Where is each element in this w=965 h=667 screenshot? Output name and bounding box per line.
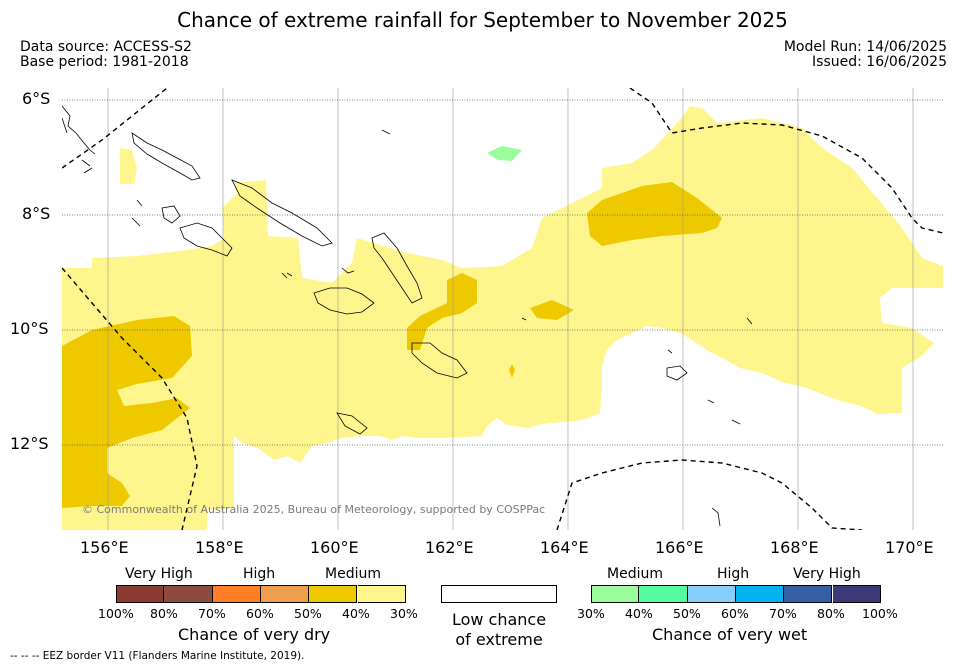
dry-gold-dot [509, 364, 515, 378]
lat-label-8s: 8°S [22, 204, 51, 223]
model-run: Model Run: 14/06/2025 [783, 39, 947, 55]
malaita-coast [371, 232, 423, 304]
rainfall-map: © Commonwealth of Australia 2025, Bureau… [62, 88, 943, 530]
low-chance-swatch [441, 585, 557, 603]
lon-label-164e: 164°E [540, 538, 589, 557]
wet-tick-30: 30% [577, 606, 605, 621]
dry-gold-region-mid [530, 300, 574, 320]
lat-label-6s: 6°S [22, 89, 51, 108]
copyright-notice: © Commonwealth of Australia 2025, Bureau… [82, 503, 546, 516]
wet-medium-area [487, 146, 522, 161]
dry-tick-50: 50% [294, 606, 322, 621]
bougainville-coast [62, 105, 96, 174]
grid-lines [107, 88, 914, 530]
dry-tick-30: 30% [390, 606, 418, 621]
small-islands [281, 129, 753, 527]
dry-swatch-4 [260, 585, 310, 603]
new-georgia-coast [131, 199, 233, 257]
dry-gold-region-east [587, 182, 722, 246]
low-chance-title-line2: of extreme [455, 630, 543, 649]
lon-label-170e: 170°E [885, 538, 934, 557]
choiseul-coast [131, 132, 201, 181]
dry-medium-high-areas [62, 182, 722, 508]
wet-swatch-2 [639, 585, 688, 603]
lat-label-10s: 10°S [10, 319, 49, 338]
dry-medium-areas [62, 106, 943, 530]
wet-tick-70: 70% [769, 606, 797, 621]
issued-date: Issued: 16/06/2025 [812, 54, 947, 70]
dry-swatch-1 [116, 585, 165, 603]
wet-category-high: High [717, 566, 750, 582]
wet-tick-80: 80% [817, 606, 845, 621]
lat-label-12s: 12°S [10, 434, 49, 453]
wet-tick-100: 100% [862, 606, 898, 621]
dry-tick-70: 70% [198, 606, 226, 621]
dry-gold-region-central [407, 273, 477, 350]
wet-swatch-5 [784, 585, 833, 603]
wet-tick-60: 60% [721, 606, 749, 621]
dry-swatch-5 [309, 585, 358, 603]
wet-tick-40: 40% [625, 606, 653, 621]
dry-medium-region-main [62, 106, 943, 530]
lon-label-158e: 158°E [195, 538, 244, 557]
dry-medium-region-north [120, 148, 137, 184]
wet-tick-50: 50% [673, 606, 701, 621]
lon-label-162e: 162°E [425, 538, 474, 557]
lon-label-156e: 156°E [80, 538, 129, 557]
lon-label-166e: 166°E [655, 538, 704, 557]
guadalcanal-coast [313, 287, 375, 315]
dry-category-high: High [243, 566, 276, 582]
eez-border-northeast [629, 88, 943, 234]
dry-tick-100: 100% [98, 606, 134, 621]
dry-tick-40: 40% [342, 606, 370, 621]
latitude-lines [62, 99, 943, 446]
dry-category-very-high: Very High [125, 566, 193, 582]
dry-tick-60: 60% [246, 606, 274, 621]
map-title: Chance of extreme rainfall for September… [177, 8, 788, 32]
dry-swatch-2 [164, 585, 213, 603]
rennell-coast [336, 412, 368, 435]
eez-border-south [556, 459, 863, 530]
wet-category-medium: Medium [607, 566, 663, 582]
wet-swatch-4 [735, 585, 785, 603]
wet-swatch-3 [687, 585, 736, 603]
eez-border-northwest [62, 88, 168, 169]
dry-legend-title: Chance of very dry [178, 625, 331, 644]
santa-isabel-coast [231, 179, 333, 247]
dry-swatch-6 [357, 585, 406, 603]
data-source: Data source: ACCESS-S2 [20, 39, 192, 55]
dry-swatch-3 [212, 585, 261, 603]
wet-swatch-6 [832, 585, 881, 603]
eez-border-west [62, 267, 198, 530]
low-chance-title-line1: Low chance [451, 610, 547, 629]
lon-label-168e: 168°E [770, 538, 819, 557]
wet-legend-title: Chance of very wet [652, 625, 808, 644]
dry-tick-80: 80% [150, 606, 178, 621]
dry-category-medium: Medium [325, 566, 381, 582]
dry-gold-region-west [62, 316, 192, 508]
eez-borders [62, 88, 943, 530]
eez-border-note: -- -- -- EEZ border V11 (Flanders Marine… [10, 650, 305, 662]
base-period: Base period: 1981-2018 [20, 54, 189, 70]
wet-category-very-high: Very High [793, 566, 861, 582]
makira-coast [411, 342, 468, 379]
coastlines [62, 105, 753, 527]
map-canvas [62, 88, 943, 530]
wet-swatch-1 [591, 585, 640, 603]
lon-label-160e: 160°E [310, 538, 359, 557]
